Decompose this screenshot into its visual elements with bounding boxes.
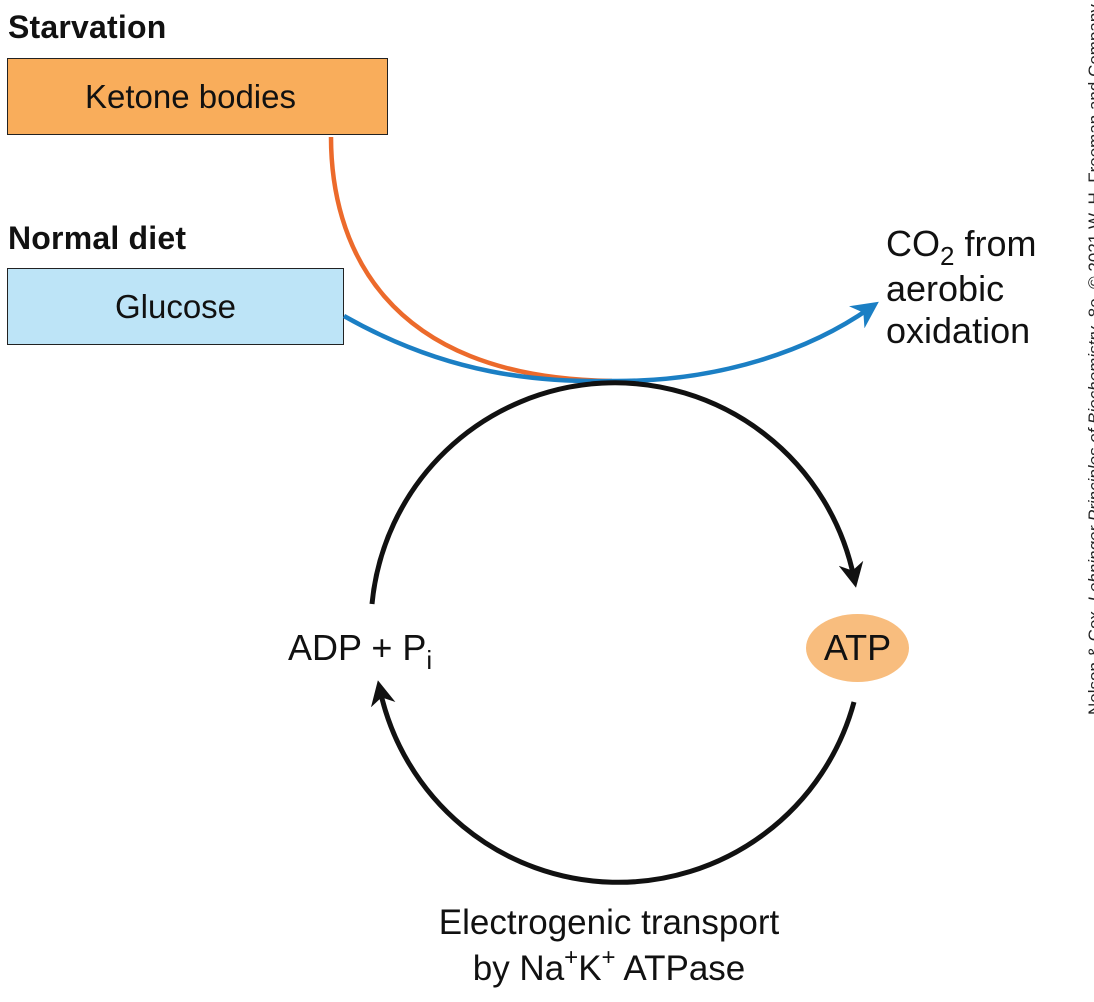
credit-line: Nelson & Cox, Lehninger Principles of Bi…	[1085, 4, 1094, 715]
process-line2: by Na+K+ ATPase	[472, 944, 746, 988]
starvation-heading: Starvation	[8, 9, 167, 45]
atp-oval: ATP	[806, 614, 909, 682]
glucose-box: Glucose	[7, 268, 344, 345]
atp-label: ATP	[823, 627, 892, 668]
co2-line2: aerobic	[886, 268, 1005, 309]
adp-text: ADP + P	[288, 627, 427, 668]
co2-line3: oxidation	[886, 310, 1031, 351]
ketone-arrow	[328, 136, 613, 384]
process-line1: Electrogenic transport	[438, 903, 780, 942]
co2-text: CO	[886, 223, 940, 264]
ketone-bodies-label: Ketone bodies	[84, 77, 296, 115]
glucose-label: Glucose	[114, 287, 237, 325]
co2-from-text: from	[964, 223, 1037, 264]
co2-subscript: 2	[940, 241, 955, 271]
process-label: Electrogenic transport by Na+K+ ATPase	[404, 900, 814, 996]
glucose-arrow	[342, 301, 879, 384]
normal-diet-heading: Normal diet	[8, 220, 187, 256]
pi-subscript: i	[426, 645, 433, 675]
ketone-bodies-box: Ketone bodies	[7, 58, 388, 135]
co2-label: CO2 from aerobic oxidation	[886, 223, 1036, 352]
cycle-arrow-lower	[370, 680, 857, 885]
cycle-arrow-upper	[369, 380, 864, 605]
adp-pi-label: ADP + Pi	[288, 627, 432, 674]
